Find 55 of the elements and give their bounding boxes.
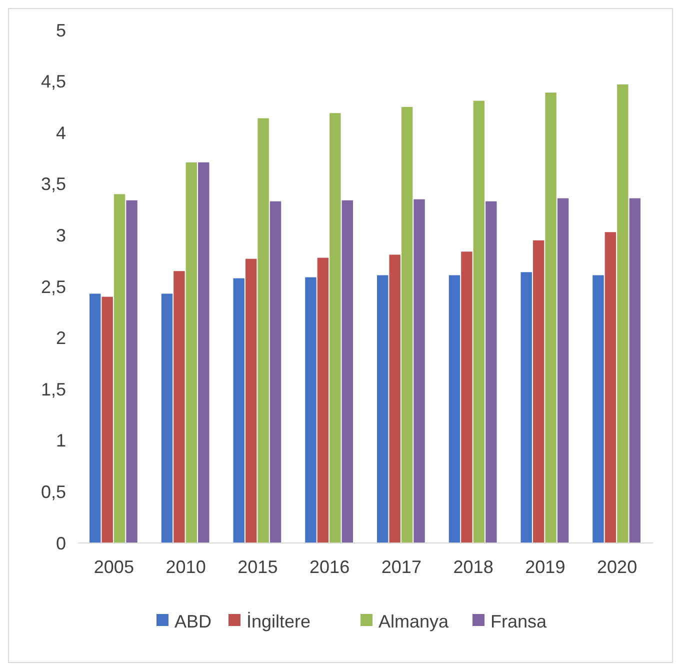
bar (545, 92, 556, 543)
bar (233, 278, 244, 543)
bar (342, 200, 353, 543)
x-tick-label: 2015 (238, 557, 278, 577)
x-tick-label: 2005 (94, 557, 134, 577)
bar (557, 198, 569, 543)
legend-label: ABD (174, 611, 212, 632)
y-tick-label: 4,5 (40, 72, 66, 92)
bar (629, 198, 640, 543)
bar (126, 200, 138, 543)
bar (330, 113, 341, 543)
y-tick-label: 2,5 (40, 276, 66, 297)
bar (186, 162, 198, 543)
bar (617, 84, 628, 543)
bar (174, 271, 185, 543)
bar (377, 275, 388, 543)
y-tick-label: 2 (56, 328, 66, 348)
bar (592, 275, 604, 543)
bar (461, 252, 472, 543)
bar (198, 162, 210, 543)
bar (486, 201, 497, 543)
bar (414, 199, 425, 543)
y-tick-label: 3 (56, 226, 66, 246)
bar (389, 254, 400, 543)
bar (604, 232, 616, 543)
bar (102, 296, 113, 543)
bar (473, 100, 485, 543)
x-tick-label: 2017 (381, 557, 422, 577)
y-tick-label: 0 (56, 533, 66, 554)
x-tick-label: 2018 (453, 557, 494, 577)
bar (258, 118, 269, 543)
legend-label: Fransa (490, 611, 548, 632)
bar (317, 258, 329, 543)
bar (448, 275, 460, 543)
x-tick-label: 2010 (166, 557, 206, 577)
bar (114, 194, 126, 543)
x-tick-label: 2020 (597, 557, 638, 577)
x-tick-label: 2019 (525, 557, 566, 577)
x-tick-label: 2016 (310, 557, 350, 577)
bar (305, 277, 316, 543)
y-tick-label: 1,5 (40, 379, 66, 400)
y-tick-label: 5 (56, 20, 66, 40)
bar (270, 201, 282, 543)
y-tick-label: 0,5 (40, 482, 66, 502)
y-tick-label: 3,5 (40, 174, 66, 194)
bar (245, 258, 257, 543)
bar (90, 294, 101, 543)
legend-label: Almanya (378, 611, 450, 632)
bar (532, 240, 544, 543)
bar (520, 272, 532, 543)
legend-label: İngiltere (246, 611, 311, 632)
bar (401, 106, 413, 543)
bar (161, 294, 173, 543)
y-tick-label: 4 (56, 122, 66, 143)
y-tick-label: 1 (56, 430, 66, 451)
